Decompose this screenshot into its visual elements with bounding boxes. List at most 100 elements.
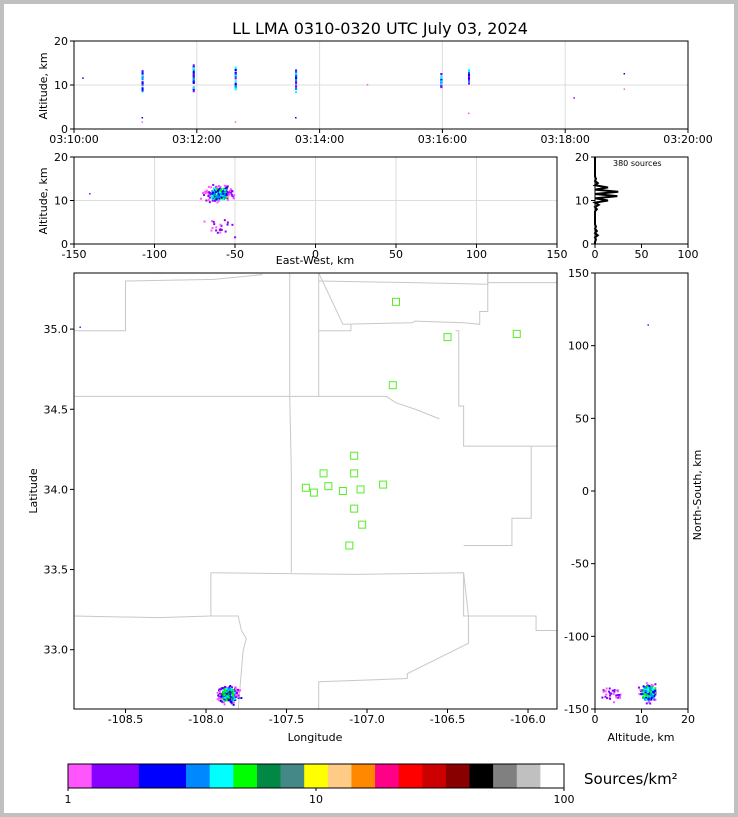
source-point: [218, 197, 221, 200]
source-point: [203, 194, 206, 197]
source-point: [616, 694, 619, 697]
source-point: [644, 696, 647, 699]
source-point: [220, 687, 223, 690]
source-point: [192, 86, 195, 89]
station-marker: [345, 541, 354, 550]
source-point: [205, 199, 208, 202]
source-point: [234, 74, 237, 77]
source-point: [237, 688, 240, 691]
station-marker: [379, 480, 388, 489]
x-tick-label: 03:18:00: [540, 133, 589, 146]
source-point: [207, 199, 210, 202]
station-marker: [319, 469, 328, 478]
source-point: [649, 691, 652, 694]
source-point: [208, 191, 211, 194]
source-point: [214, 186, 217, 189]
source-point: [468, 75, 471, 78]
county-boundary: [318, 272, 489, 325]
source-point: [234, 71, 237, 74]
source-point: [141, 78, 144, 81]
source-point: [230, 689, 233, 692]
colorbar-tick-label: 1: [65, 793, 72, 806]
source-point: [440, 78, 443, 81]
source-point: [236, 695, 239, 698]
source-point: [225, 688, 228, 691]
source-point: [608, 690, 611, 693]
source-point: [644, 686, 647, 689]
source-point: [605, 687, 608, 690]
source-point: [240, 697, 243, 700]
source-point: [192, 75, 195, 78]
source-point: [221, 190, 224, 193]
source-point: [224, 187, 227, 190]
source-point: [642, 691, 645, 694]
source-point: [234, 85, 237, 88]
source-point: [615, 694, 618, 697]
source-point: [224, 688, 227, 691]
y-tick-label: 0: [61, 238, 68, 251]
source-point: [236, 692, 239, 695]
station-marker: [392, 297, 400, 306]
county-boundary: [210, 572, 557, 631]
source-point: [604, 695, 607, 698]
y-tick-label: 10: [54, 195, 68, 208]
source-point: [213, 193, 216, 196]
source-point: [208, 201, 211, 204]
source-point: [623, 73, 626, 75]
y-tick-label: 33.0: [44, 644, 69, 657]
colorbar-label: Sources/km²: [584, 770, 678, 788]
x-tick-label: -106.5: [430, 713, 465, 726]
source-point: [218, 192, 221, 195]
source-point: [612, 692, 615, 695]
source-point: [225, 692, 228, 695]
source-point: [229, 690, 232, 693]
source-point: [211, 192, 214, 195]
colorbar-swatch: [91, 764, 116, 788]
source-point: [239, 689, 242, 692]
source-point: [214, 188, 217, 191]
source-point: [226, 223, 229, 226]
source-point: [648, 686, 651, 689]
source-point: [228, 686, 231, 689]
x-tick-label: 0: [312, 248, 319, 261]
y-tick-label: -50: [571, 558, 589, 571]
source-point: [192, 65, 195, 68]
source-point: [218, 699, 221, 702]
source-point: [220, 695, 223, 698]
source-point: [227, 192, 230, 195]
source-point: [192, 70, 195, 73]
source-point: [211, 220, 214, 223]
source-point: [223, 189, 226, 192]
source-point: [650, 686, 653, 689]
source-point: [225, 186, 228, 189]
source-point: [221, 700, 224, 703]
source-point: [440, 77, 443, 80]
colorbar-swatch: [327, 764, 352, 788]
source-point: [649, 696, 652, 699]
x-tick-label: -50: [226, 248, 244, 261]
source-point: [601, 696, 604, 699]
source-point: [224, 230, 227, 233]
source-point: [218, 194, 221, 197]
y-tick-label: 100: [568, 340, 589, 353]
county-boundary: [74, 274, 263, 332]
county-boundary: [318, 395, 440, 420]
source-point: [230, 688, 233, 691]
station-marker: [309, 488, 318, 497]
altitude-ns-ylabel: North-South, km: [691, 450, 704, 541]
source-point: [141, 81, 144, 84]
source-point: [645, 698, 648, 701]
x-tick-label: 10: [635, 713, 649, 726]
source-point: [654, 683, 657, 686]
x-tick-label: -107.5: [269, 713, 304, 726]
source-point: [141, 70, 144, 73]
source-point: [224, 694, 227, 697]
source-point: [229, 685, 232, 688]
source-point: [141, 72, 144, 75]
source-point: [573, 97, 575, 99]
source-point: [215, 186, 218, 189]
x-tick-label: -108.0: [188, 713, 223, 726]
source-point: [236, 693, 239, 696]
y-tick-label: 20: [575, 151, 589, 164]
source-point: [468, 80, 471, 83]
